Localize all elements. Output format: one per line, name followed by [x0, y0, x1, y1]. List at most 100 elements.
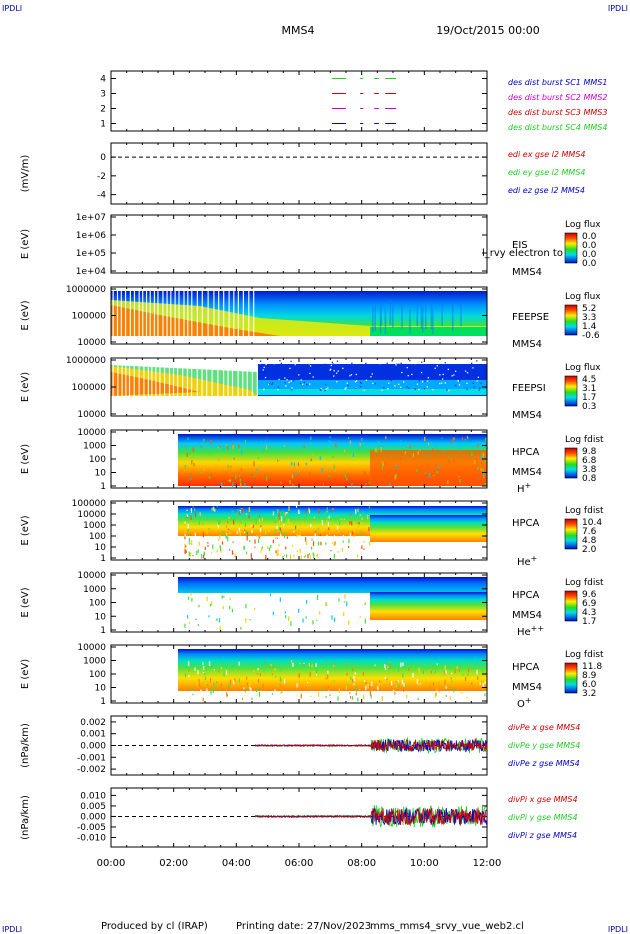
hpca-he1-speckle [356, 512, 358, 515]
hpca-h-speckle [277, 459, 279, 462]
hpca-he1-speckle [350, 513, 352, 516]
hpca-he1-speckle [261, 518, 263, 521]
hpca-he1-speckle [347, 514, 349, 519]
hpca-o-speckle [328, 660, 330, 664]
y-axis-label: E (eV) [20, 444, 31, 474]
feepsi-dot [387, 388, 389, 390]
feepsi-dot [411, 373, 413, 376]
hpca-h-speckle [435, 444, 437, 450]
hpca-he2-late-band [370, 592, 487, 620]
feepsi-dot [260, 360, 262, 362]
hpca-o-speckle [436, 663, 438, 666]
hpca-o-speckle [255, 681, 257, 683]
feepsi-dot [386, 363, 388, 366]
hpca-h-speckle [200, 446, 202, 448]
hpca-o-speckle [467, 673, 469, 676]
hpca-he1-speckle [245, 513, 248, 515]
hpca-o-speckle [246, 682, 249, 686]
hpca-o-speckle [357, 663, 360, 665]
hpca-he1-speckle [283, 532, 286, 538]
feepsi-dot [436, 365, 438, 367]
feepsi-dot [414, 362, 416, 365]
hpca-o-speckle [310, 679, 312, 683]
hpca-he2-speckle [272, 611, 274, 616]
hpca-he2-speckle [364, 618, 366, 624]
feepsi-dot [355, 380, 358, 382]
feepsi-dot [423, 387, 426, 390]
feepsi-dot [281, 372, 283, 374]
axes-group: 4 3 2 1 des dist burst SC1 MMS1 des dist burs… [20, 71, 607, 869]
y-tick-label: 0.000 [80, 742, 106, 752]
data-gap-stripe [153, 289, 156, 338]
hpca-o-speckle [244, 689, 246, 693]
hpca-he1-speckle [274, 518, 276, 524]
hpca-o-speckle [202, 665, 205, 670]
hpca-he1-speckle [188, 528, 190, 531]
y-tick-label: 100 [89, 532, 106, 542]
hpca-he1-speckle [259, 534, 261, 538]
y-tick-label: 1e+07 [76, 213, 106, 223]
hpca-he1-speckle [335, 547, 337, 552]
y-tick-label: 1000 [83, 585, 106, 595]
hpca-h-speckle [480, 454, 482, 459]
hpca-o-speckle [327, 685, 329, 689]
hpca-he1-speckle [256, 535, 258, 537]
hpca-he1-speckle [360, 531, 362, 535]
feepse-streak [389, 300, 392, 326]
hpca-o-speckle [353, 683, 355, 686]
hpca-o-speckle [316, 668, 318, 674]
hpca-he2-speckle [343, 611, 345, 617]
feepsi-dot [399, 386, 402, 388]
hpca-h-speckle [226, 446, 229, 450]
hpca-he1-speckle [190, 508, 193, 513]
colorbar-title: Log flux [565, 292, 601, 302]
hpca-h-speckle [378, 441, 380, 443]
hpca-h-speckle [233, 457, 235, 460]
y-axis-label: (nPa/km) [20, 723, 31, 768]
hpca-o-speckle [255, 687, 258, 693]
feepsi-dot [386, 362, 388, 364]
feepsi-dot [447, 368, 450, 371]
hpca-he1-speckle [255, 520, 257, 525]
colorbar-hpca_h [564, 447, 578, 479]
hpca-h-speckle [480, 468, 482, 472]
y-tick-label: 10000 [77, 338, 106, 348]
hpca-he2-speckle [198, 604, 200, 608]
hpca-he1-speckle [186, 514, 189, 517]
data-gap-stripe [182, 360, 184, 397]
hpca-he1-speckle [257, 539, 260, 544]
hpca-he2-speckle [245, 603, 247, 609]
feepsi-dot [271, 383, 273, 385]
data-gap-stripe [237, 289, 239, 338]
feepsi-dot [367, 369, 369, 371]
hpca-o-speckle [281, 691, 283, 693]
hpca-he1-speckle [285, 554, 288, 558]
hpca-h-speckle [260, 440, 262, 443]
hpca-o-speckle [250, 687, 252, 693]
data-gap-stripe [217, 360, 219, 397]
hpca-h-speckle [292, 483, 294, 487]
feepsi-dot [464, 370, 467, 372]
hpca-he1-speckle [184, 527, 186, 531]
feepsi-dot [288, 381, 290, 384]
feepsi-dot [286, 360, 288, 362]
feepsi-dot [294, 362, 296, 365]
hpca-o-speckle [325, 677, 327, 680]
hpca-he1-speckle [245, 530, 248, 535]
feepsi-dot [263, 366, 265, 369]
hpca-he1-speckle [258, 515, 261, 518]
y-tick-label: 1 [100, 482, 106, 492]
feepsi-dot [442, 378, 444, 380]
hpca-he2-speckle [305, 600, 308, 604]
feepsi-dot [308, 383, 311, 385]
hpca-h-speckle [206, 441, 208, 444]
hpca-h-speckle [203, 466, 205, 471]
feepsi-dot [278, 378, 280, 381]
feepsi-dot [336, 360, 339, 362]
feepsi-dot [359, 381, 362, 384]
hpca-o-speckle [292, 662, 294, 667]
hpca-o-speckle [188, 669, 190, 672]
feepsi-dot [398, 363, 400, 365]
hpca-he1-speckle [358, 521, 360, 525]
hpca-o-speckle [315, 663, 317, 667]
